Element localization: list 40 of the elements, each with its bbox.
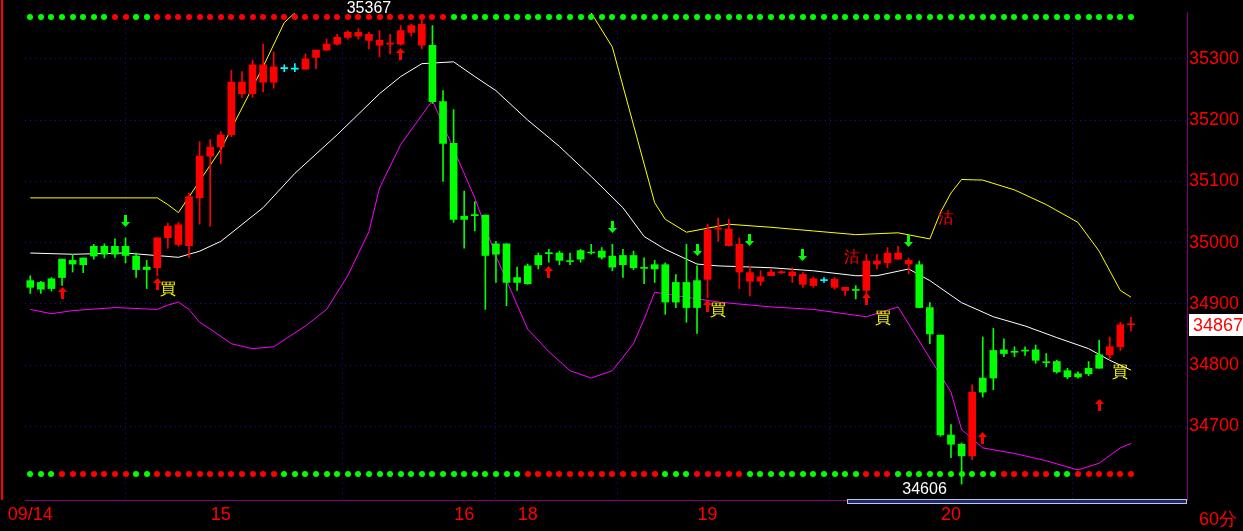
- x-tick-label: 20: [940, 503, 962, 524]
- candlestick: [978, 336, 987, 398]
- annotation: 35367: [346, 0, 392, 17]
- x-tick-label: 09/14: [7, 503, 53, 524]
- y-tick-label: 35100: [1189, 170, 1240, 191]
- annotation: 買: [875, 309, 892, 327]
- candlestick: [640, 257, 648, 284]
- candlestick: [566, 252, 574, 265]
- y-tick-label: 35000: [1189, 231, 1240, 252]
- candlestick: [492, 241, 500, 283]
- y-tick-label: 35200: [1189, 109, 1240, 130]
- y-tick-label: 35300: [1189, 47, 1240, 68]
- x-tick-label: 15: [210, 503, 231, 524]
- candlestick: [470, 201, 479, 232]
- candlestick: [650, 260, 659, 283]
- y-tick-label: 34700: [1189, 415, 1240, 436]
- candlestick: [291, 63, 299, 72]
- text: 60分: [1198, 508, 1237, 529]
- annotation: 沽: [843, 248, 860, 266]
- candlestick: [851, 285, 860, 300]
- x-tick-label: 18: [517, 503, 538, 524]
- candlestick: [142, 260, 151, 289]
- candlestick: [1042, 353, 1051, 368]
- annotation: 沽: [937, 209, 954, 227]
- annotation: 34606: [902, 480, 947, 498]
- candlestick: [1127, 317, 1135, 332]
- annotation: 買: [1112, 363, 1129, 381]
- candlestick: [788, 267, 797, 283]
- annotation: 買: [710, 301, 727, 319]
- candlestick: [545, 249, 553, 263]
- candlestick: [206, 139, 215, 227]
- y-tick-label: 34800: [1189, 354, 1240, 375]
- annotation: 買: [159, 280, 176, 298]
- candlestick: [1000, 338, 1008, 357]
- candlestick: [460, 190, 469, 249]
- text: 34867: [1193, 314, 1243, 335]
- y-tick-label: 34900: [1189, 292, 1240, 313]
- candlestick: [513, 266, 521, 291]
- x-tick-label: 16: [454, 503, 475, 524]
- x-tick-label: 19: [697, 503, 718, 524]
